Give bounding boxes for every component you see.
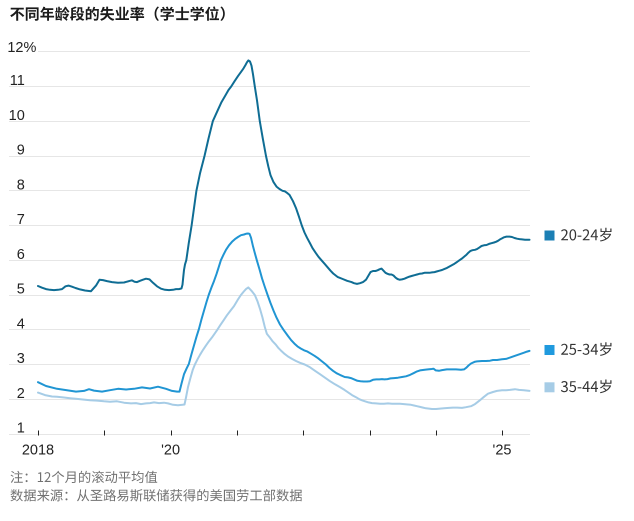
svg-text:2: 2 <box>17 386 25 402</box>
svg-text:7: 7 <box>17 212 25 228</box>
svg-text:2018: 2018 <box>22 442 54 458</box>
svg-text:9: 9 <box>17 143 25 159</box>
svg-text:10: 10 <box>9 108 25 124</box>
svg-text:5: 5 <box>17 282 25 298</box>
svg-text:12%: 12% <box>7 40 36 56</box>
svg-text:11: 11 <box>10 73 25 89</box>
svg-text:1: 1 <box>17 421 25 437</box>
svg-text:'20: '20 <box>161 442 180 458</box>
svg-text:8: 8 <box>17 177 25 193</box>
svg-text:4: 4 <box>17 316 25 332</box>
svg-text:3: 3 <box>17 351 25 367</box>
svg-text:'25: '25 <box>493 442 512 458</box>
svg-text:6: 6 <box>17 247 25 263</box>
